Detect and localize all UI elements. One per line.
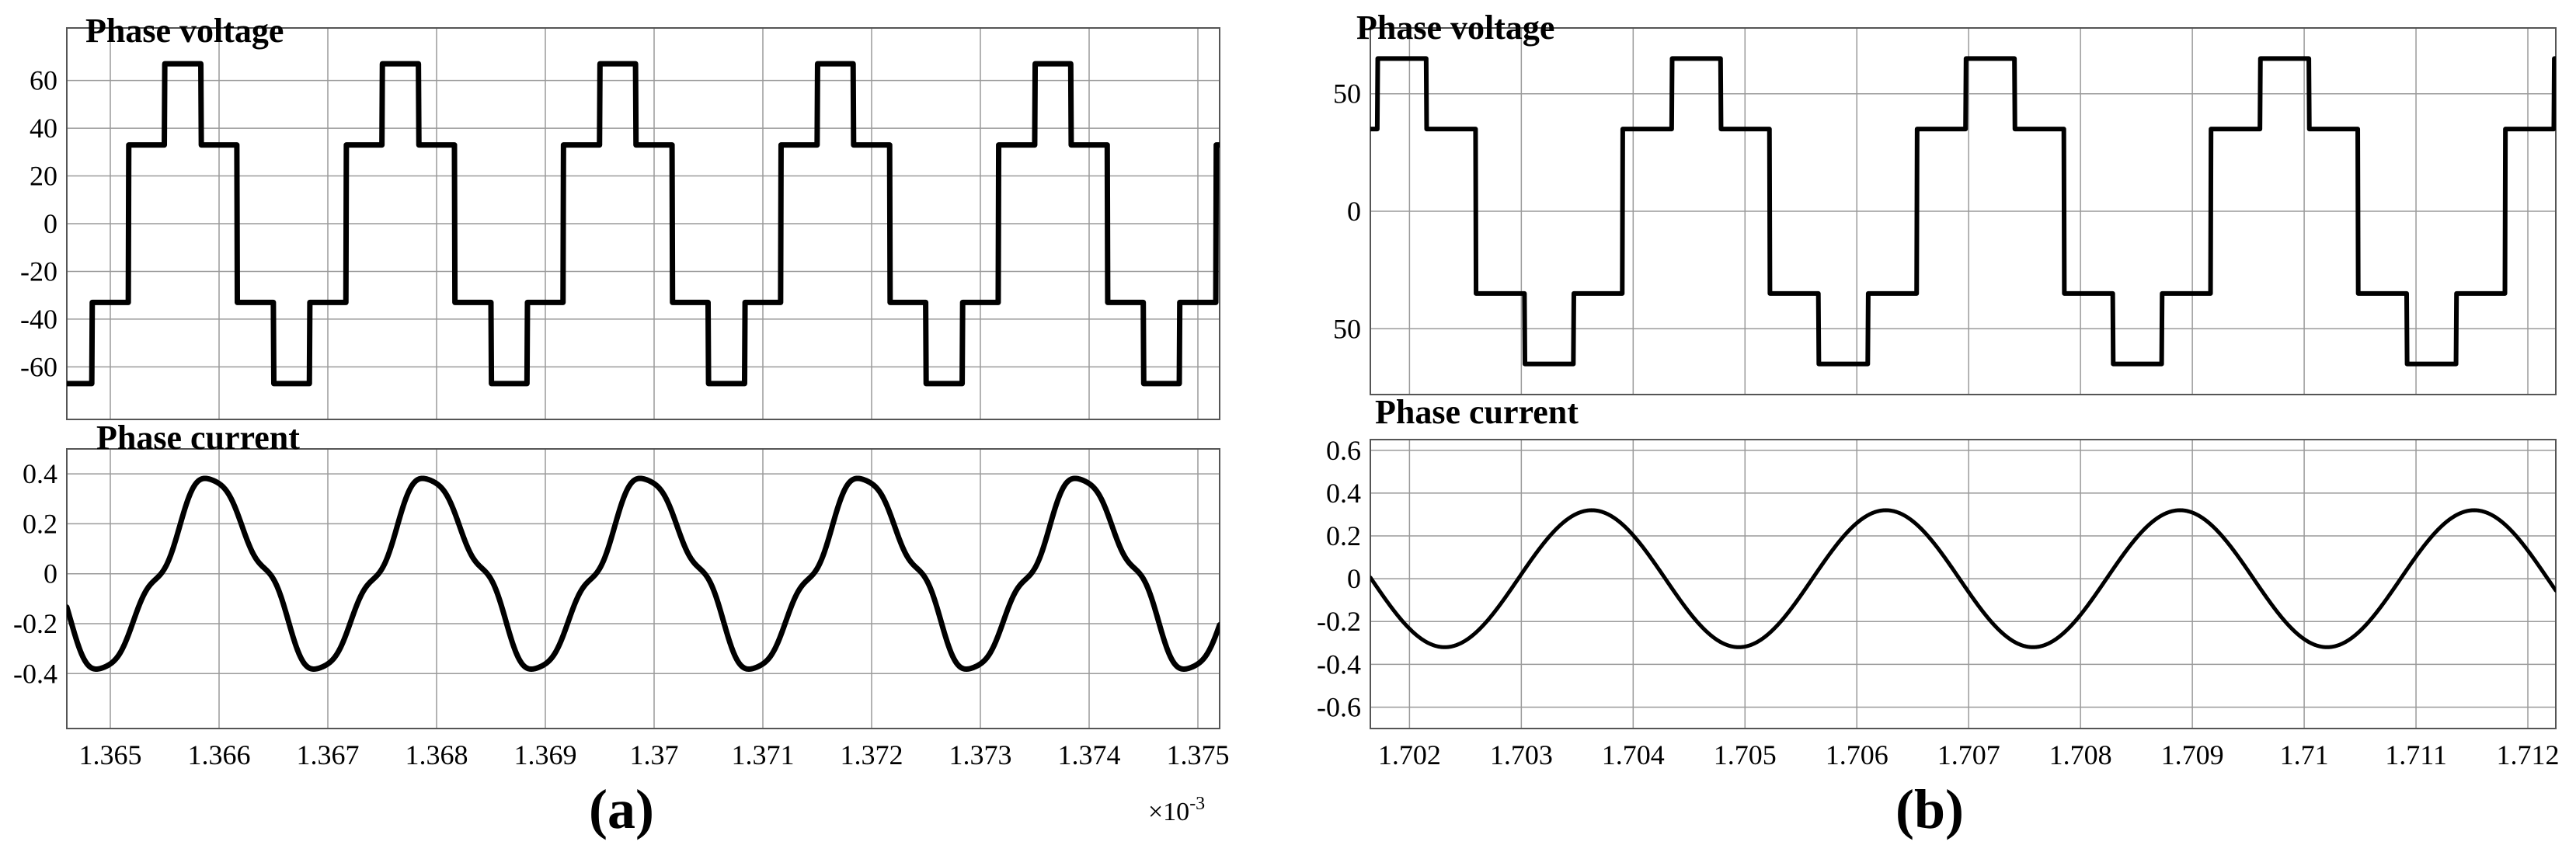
x-tick-label: 1.707	[1937, 739, 2000, 770]
plot-frame	[66, 448, 1220, 729]
x-tick-label: 1.373	[949, 739, 1012, 770]
y-tick-label: -0.6	[1317, 691, 1361, 722]
x-tick-label: 1.702	[1378, 739, 1441, 770]
y-tick-label: 50	[1333, 313, 1361, 344]
y-tick-label: 0	[44, 558, 57, 589]
y-tick-label: 0.4	[23, 458, 57, 489]
plot-frame	[1370, 27, 2557, 395]
x-tick-label: 1.365	[79, 739, 142, 770]
y-tick-label: -40	[20, 304, 57, 335]
plot-frame	[66, 27, 1220, 420]
y-tick-label: 0	[44, 208, 57, 239]
series-line	[67, 475, 1220, 672]
x-tick-label: 1.71	[2280, 739, 2329, 770]
y-tick-label: 0	[1347, 563, 1361, 594]
series-line	[67, 61, 1220, 387]
x-tick-label: 1.37	[630, 739, 679, 770]
x-tick-label: 1.371	[732, 739, 795, 770]
y-tick-label: 40	[30, 113, 57, 144]
plot-frame	[1370, 439, 2557, 729]
chart-title: Phase current	[96, 419, 300, 457]
x-tick-label: 1.709	[2161, 739, 2224, 770]
x-tick-label: 1.704	[1602, 739, 1665, 770]
series-line	[1370, 56, 2556, 367]
x-tick-label: 1.368	[406, 739, 468, 770]
x-tick-label: 1.705	[1714, 739, 1777, 770]
x-tick-label: 1.712	[2497, 739, 2560, 770]
x-exponent-base: ×10	[1148, 798, 1189, 826]
chart-2: Phase current 0.4 0.2 0 -0.2 -0.4 1.365 1.366 1.…	[13, 419, 1230, 770]
y-tick-label: -0.4	[1317, 649, 1361, 680]
x-tick-label: 1.706	[1826, 739, 1888, 770]
x-tick-label: 1.374	[1058, 739, 1121, 770]
x-tick-label: 1.375	[1167, 739, 1230, 770]
x-tick-label: 1.367	[297, 739, 360, 770]
chart-3: Phase voltage 50 0 50	[1333, 9, 2557, 395]
chart-title: Phase voltage	[85, 12, 284, 50]
y-tick-label: -0.2	[13, 608, 57, 639]
x-exponent-label: ×10-3	[1148, 794, 1205, 826]
plots-layer: Phase voltage 60 40 20 0 -20 -40 -60 Phase curre…	[13, 9, 2560, 770]
panel-label-b: (b)	[1895, 778, 1964, 840]
x-tick-label: 1.372	[841, 739, 903, 770]
series-line	[1370, 508, 2556, 649]
chart-4: Phase current 0.6 0.4 0.2 0 -0.2 -0.4 -0.6 1.702…	[1317, 393, 2560, 770]
chart-title: Phase voltage	[1356, 9, 1554, 47]
y-tick-label: 0.6	[1326, 435, 1361, 466]
y-tick-label: 0.2	[1326, 520, 1361, 551]
y-tick-label: 60	[30, 65, 57, 96]
panel-label-a: (a)	[589, 778, 654, 840]
x-tick-label: 1.369	[514, 739, 577, 770]
y-tick-label: -0.4	[13, 658, 57, 689]
x-tick-label: 1.708	[2049, 739, 2112, 770]
y-tick-label: -20	[20, 256, 57, 287]
y-tick-label: 0.2	[23, 508, 57, 539]
chart-1: Phase voltage 60 40 20 0 -20 -40 -60	[20, 12, 1220, 420]
y-tick-label: 0	[1347, 196, 1361, 227]
y-tick-label: -0.2	[1317, 606, 1361, 637]
y-tick-label: -60	[20, 351, 57, 382]
x-exponent-power: -3	[1189, 794, 1205, 814]
x-tick-label: 1.366	[188, 739, 251, 770]
x-tick-label: 1.711	[2385, 739, 2447, 770]
x-tick-label: 1.703	[1490, 739, 1553, 770]
chart-title: Phase current	[1375, 393, 1579, 431]
y-tick-label: 0.4	[1326, 478, 1361, 509]
y-tick-label: 20	[30, 161, 57, 192]
y-tick-label: 50	[1333, 78, 1361, 110]
